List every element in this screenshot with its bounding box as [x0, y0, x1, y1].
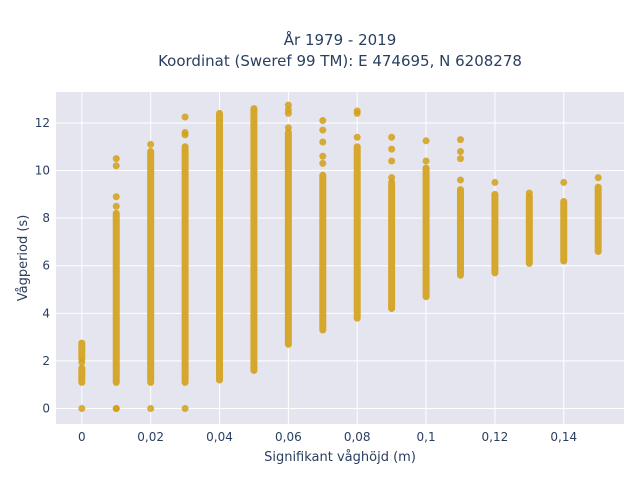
data-point-column: [594, 183, 602, 255]
x-tick-label: 0,02: [137, 430, 164, 444]
data-point: [353, 107, 361, 115]
data-point: [147, 405, 155, 413]
x-tick-label: 0,06: [275, 430, 302, 444]
data-point-column: [147, 147, 155, 386]
y-tick-label: 8: [42, 211, 50, 225]
data-point-column: [422, 164, 430, 301]
data-point: [388, 174, 396, 182]
data-point: [456, 136, 464, 144]
data-point: [319, 138, 327, 146]
y-axis-title: Vågperiod (s): [16, 215, 31, 302]
data-point: [456, 176, 464, 184]
x-axis-title: Signifikant våghöjd (m): [264, 450, 416, 465]
data-point-column: [388, 178, 396, 313]
x-tick-labels: 0 0,02 0,04 0,06 0,08 0,1 0,12 0,14: [78, 430, 577, 444]
data-point: [112, 202, 120, 210]
data-point-column: [216, 109, 224, 384]
data-point: [112, 405, 120, 413]
data-point-column: [353, 143, 361, 322]
y-tick-label: 12: [35, 116, 50, 130]
data-point: [319, 117, 327, 125]
data-point: [78, 405, 86, 413]
x-tick-label: 0,1: [417, 430, 436, 444]
data-point: [594, 174, 602, 182]
data-point: [78, 358, 86, 366]
data-point: [181, 113, 189, 121]
data-point: [560, 178, 568, 186]
data-point: [181, 128, 189, 136]
x-tick-label: 0,12: [482, 430, 509, 444]
data-point: [525, 189, 533, 197]
data-point: [388, 157, 396, 165]
data-point-column: [181, 143, 189, 386]
x-tick-label: 0: [78, 430, 86, 444]
data-point: [491, 178, 499, 186]
data-point: [319, 152, 327, 160]
data-point-column: [78, 339, 86, 363]
data-points: [78, 101, 602, 413]
chart-title-line-1: År 1979 - 2019: [284, 30, 397, 49]
data-point: [284, 124, 292, 132]
data-point-column: [284, 128, 292, 348]
data-point: [422, 137, 430, 145]
data-point: [319, 126, 327, 134]
data-point: [388, 145, 396, 153]
data-point-column: [560, 197, 568, 265]
data-point: [112, 193, 120, 201]
x-tick-label: 0,14: [550, 430, 577, 444]
y-tick-label: 0: [42, 402, 50, 416]
data-point: [456, 155, 464, 163]
data-point-column: [250, 105, 258, 374]
data-point-column: [456, 186, 464, 279]
data-point: [388, 133, 396, 141]
data-point-column: [112, 209, 120, 386]
x-tick-label: 0,04: [206, 430, 233, 444]
chart-title-line-2: Koordinat (Sweref 99 TM): E 474695, N 62…: [158, 52, 522, 70]
data-point-column: [525, 193, 533, 267]
data-point: [284, 101, 292, 109]
data-point: [353, 133, 361, 141]
y-tick-label: 10: [35, 164, 50, 178]
data-point: [319, 159, 327, 167]
data-point: [112, 162, 120, 170]
x-tick-label: 0,08: [344, 430, 371, 444]
plot-area: [56, 92, 624, 424]
data-point: [422, 157, 430, 165]
y-tick-label: 2: [42, 354, 50, 368]
data-point: [112, 155, 120, 163]
y-tick-label: 6: [42, 259, 50, 273]
y-tick-labels: 0 2 4 6 8 10 12: [35, 116, 50, 416]
data-point: [456, 147, 464, 155]
data-point: [147, 140, 155, 148]
y-tick-label: 4: [42, 306, 50, 320]
data-point-column: [78, 364, 86, 386]
data-point-column: [319, 171, 327, 334]
data-point: [181, 405, 189, 413]
data-point-column: [491, 190, 499, 277]
